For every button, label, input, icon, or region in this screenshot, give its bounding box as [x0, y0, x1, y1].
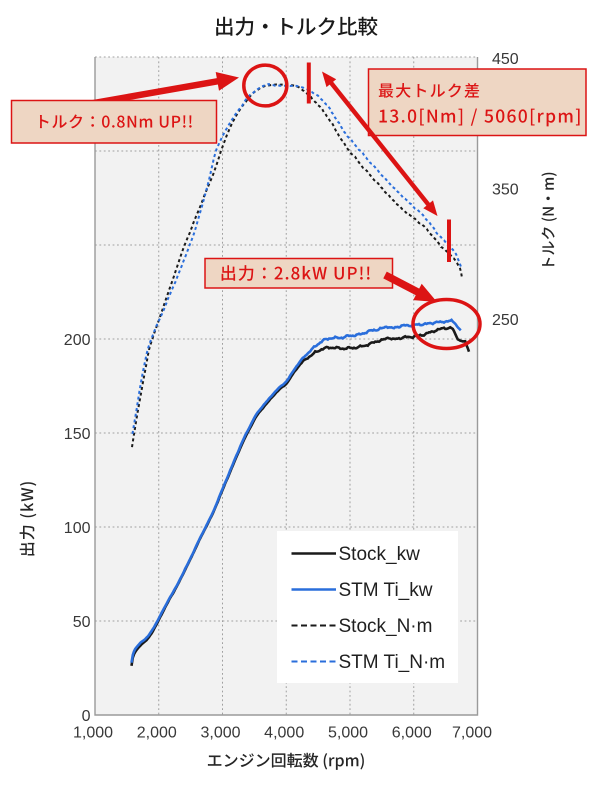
- svg-text:250: 250: [492, 312, 519, 329]
- svg-text:7,000: 7,000: [452, 725, 492, 742]
- svg-text:Stock_kw: Stock_kw: [339, 544, 421, 565]
- svg-text:150: 150: [64, 426, 91, 443]
- svg-text:2,000: 2,000: [137, 725, 177, 742]
- svg-text:0: 0: [82, 708, 91, 725]
- svg-text:1,000: 1,000: [73, 725, 113, 742]
- svg-text:200: 200: [64, 332, 91, 349]
- svg-text:3,000: 3,000: [200, 725, 240, 742]
- svg-text:STM Ti_kw: STM Ti_kw: [339, 580, 433, 601]
- svg-text:100: 100: [64, 520, 91, 537]
- svg-text:350: 350: [492, 181, 519, 198]
- svg-text:5,000: 5,000: [328, 725, 368, 742]
- svg-text:Stock_N·m: Stock_N·m: [339, 616, 433, 637]
- svg-text:50: 50: [73, 614, 91, 631]
- svg-text:STM Ti_N·m: STM Ti_N·m: [339, 652, 446, 673]
- svg-text:450: 450: [492, 51, 519, 68]
- svg-text:6,000: 6,000: [392, 725, 432, 742]
- svg-text:4,000: 4,000: [264, 725, 304, 742]
